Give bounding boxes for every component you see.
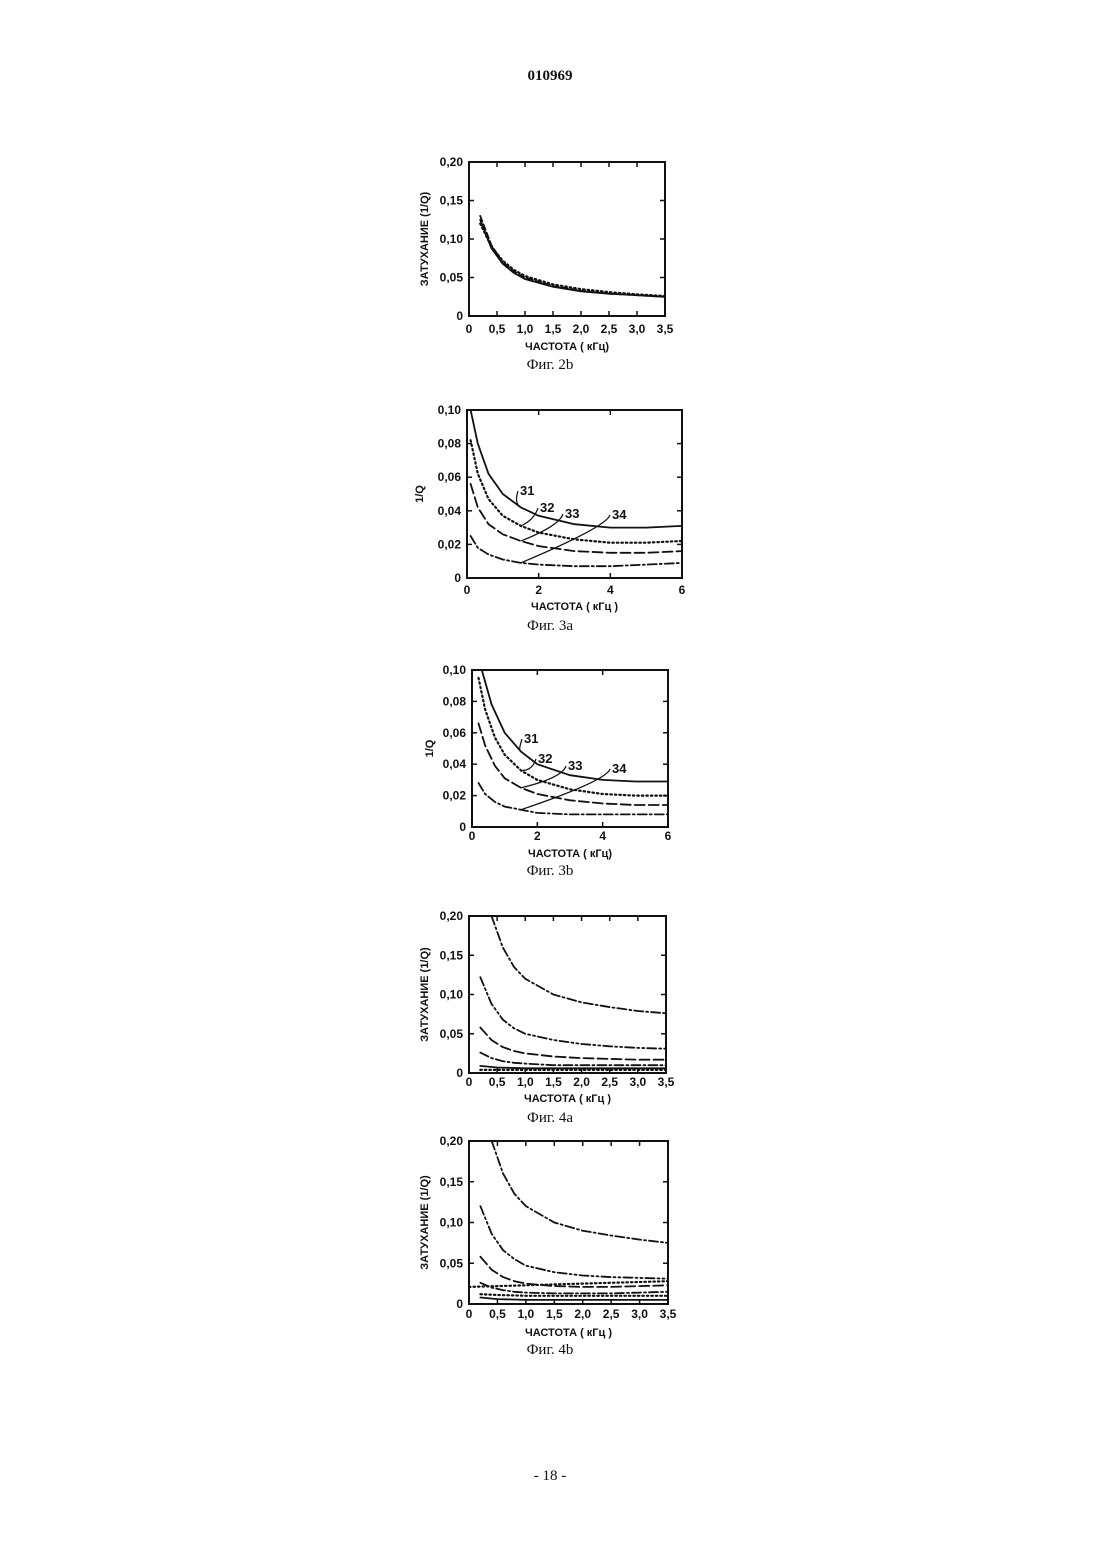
series-line xyxy=(480,1206,668,1279)
y-axis-label: ЗАТУХАНИЕ (1/Q) xyxy=(419,1175,431,1270)
page-number: - 18 - xyxy=(0,1468,1100,1485)
series-line xyxy=(492,1141,668,1243)
x-tick-label: 1,0 xyxy=(518,1307,535,1321)
x-tick-label: 0,5 xyxy=(489,1307,506,1321)
x-tick-label: 1,5 xyxy=(546,1307,563,1321)
x-tick-label: 0 xyxy=(466,1307,473,1321)
x-tick-label: 3,5 xyxy=(660,1307,677,1321)
x-tick-label: 2,0 xyxy=(574,1307,591,1321)
x-axis-label: ЧАСТОТА ( кГц ) xyxy=(525,1327,612,1339)
plot-frame xyxy=(469,1141,668,1304)
figure-caption: Фиг. 4b xyxy=(0,1342,1100,1359)
y-tick-label: 0,20 xyxy=(440,1134,464,1148)
y-tick-label: 0,10 xyxy=(440,1216,464,1230)
series-line xyxy=(480,1298,668,1300)
x-tick-label: 2,5 xyxy=(603,1307,620,1321)
chart-fig4b: 0 0,05 0,10 0,15 0,20 0 0,5 1,0 1,5 2,0 2,5 3,0 3,5 Ч… xyxy=(0,0,1100,1345)
series-line xyxy=(480,1294,668,1296)
y-tick-label: 0 xyxy=(456,1297,463,1311)
x-tick-label: 3,0 xyxy=(631,1307,648,1321)
y-tick-label: 0,15 xyxy=(440,1175,464,1189)
y-tick-label: 0,05 xyxy=(440,1256,464,1270)
